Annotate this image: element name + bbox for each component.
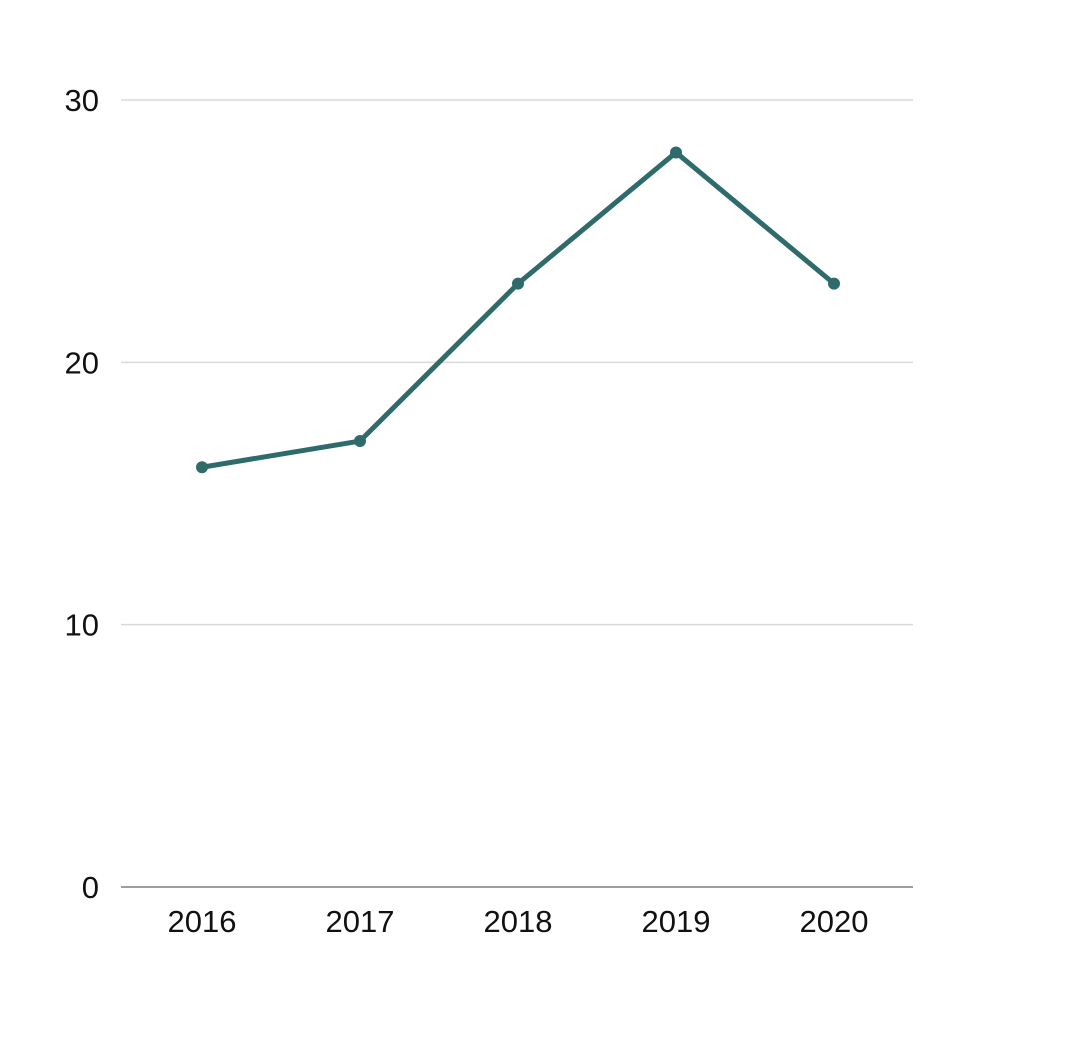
x-tick-label: 2017 [326, 904, 395, 939]
data-point [512, 277, 524, 290]
data-point [354, 435, 366, 448]
data-point [196, 461, 208, 474]
x-tick-label: 2020 [800, 904, 869, 939]
x-tick-label: 2019 [642, 904, 711, 939]
x-tick-label: 2016 [168, 904, 237, 939]
data-point [828, 277, 840, 290]
y-tick-label: 30 [65, 83, 99, 118]
data-point [670, 146, 682, 159]
data-line [199, 149, 837, 470]
y-tick-label: 0 [82, 870, 99, 905]
y-tick-label: 20 [65, 345, 99, 380]
y-tick-label: 10 [65, 608, 99, 643]
x-tick-label: 2018 [484, 904, 553, 939]
